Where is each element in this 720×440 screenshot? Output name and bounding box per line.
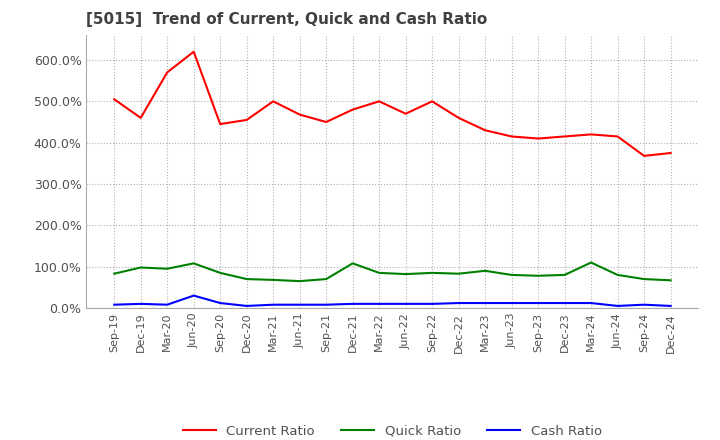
Current Ratio [560, 134, 569, 139]
Cash Ratio [508, 301, 516, 306]
Quick Ratio [243, 276, 251, 282]
Current Ratio [587, 132, 595, 137]
Current Ratio [322, 119, 330, 125]
Current Ratio [136, 115, 145, 121]
Current Ratio [189, 49, 198, 55]
Current Ratio [269, 99, 277, 104]
Quick Ratio [560, 272, 569, 278]
Quick Ratio [481, 268, 490, 273]
Current Ratio [243, 117, 251, 123]
Quick Ratio [189, 261, 198, 266]
Current Ratio [163, 70, 171, 75]
Quick Ratio [295, 279, 304, 284]
Current Ratio [401, 111, 410, 116]
Current Ratio [110, 97, 119, 102]
Current Ratio [508, 134, 516, 139]
Cash Ratio [666, 303, 675, 308]
Cash Ratio [613, 303, 622, 308]
Cash Ratio [587, 301, 595, 306]
Cash Ratio [216, 301, 225, 306]
Quick Ratio [322, 276, 330, 282]
Line: Cash Ratio: Cash Ratio [114, 296, 670, 306]
Legend: Current Ratio, Quick Ratio, Cash Ratio: Current Ratio, Quick Ratio, Cash Ratio [177, 420, 608, 440]
Cash Ratio [136, 301, 145, 307]
Text: [5015]  Trend of Current, Quick and Cash Ratio: [5015] Trend of Current, Quick and Cash … [86, 12, 487, 27]
Quick Ratio [110, 271, 119, 276]
Quick Ratio [428, 270, 436, 275]
Cash Ratio [454, 301, 463, 306]
Current Ratio [534, 136, 542, 141]
Current Ratio [428, 99, 436, 104]
Quick Ratio [613, 272, 622, 278]
Quick Ratio [269, 277, 277, 282]
Quick Ratio [348, 261, 357, 266]
Cash Ratio [375, 301, 384, 307]
Line: Quick Ratio: Quick Ratio [114, 263, 670, 281]
Current Ratio [216, 121, 225, 127]
Quick Ratio [534, 273, 542, 279]
Cash Ratio [640, 302, 649, 307]
Line: Current Ratio: Current Ratio [114, 52, 670, 156]
Quick Ratio [163, 266, 171, 271]
Cash Ratio [560, 301, 569, 306]
Quick Ratio [216, 270, 225, 275]
Current Ratio [481, 128, 490, 133]
Quick Ratio [508, 272, 516, 278]
Cash Ratio [110, 302, 119, 307]
Cash Ratio [534, 301, 542, 306]
Cash Ratio [428, 301, 436, 307]
Current Ratio [613, 134, 622, 139]
Cash Ratio [269, 302, 277, 307]
Cash Ratio [348, 301, 357, 307]
Quick Ratio [375, 270, 384, 275]
Current Ratio [640, 153, 649, 158]
Cash Ratio [322, 302, 330, 307]
Current Ratio [295, 112, 304, 117]
Cash Ratio [295, 302, 304, 307]
Cash Ratio [401, 301, 410, 307]
Quick Ratio [587, 260, 595, 265]
Quick Ratio [640, 276, 649, 282]
Quick Ratio [666, 278, 675, 283]
Cash Ratio [189, 293, 198, 298]
Cash Ratio [481, 301, 490, 306]
Quick Ratio [454, 271, 463, 276]
Cash Ratio [243, 303, 251, 308]
Current Ratio [375, 99, 384, 104]
Quick Ratio [136, 265, 145, 270]
Current Ratio [666, 150, 675, 156]
Current Ratio [348, 107, 357, 112]
Cash Ratio [163, 302, 171, 307]
Quick Ratio [401, 271, 410, 277]
Current Ratio [454, 115, 463, 121]
